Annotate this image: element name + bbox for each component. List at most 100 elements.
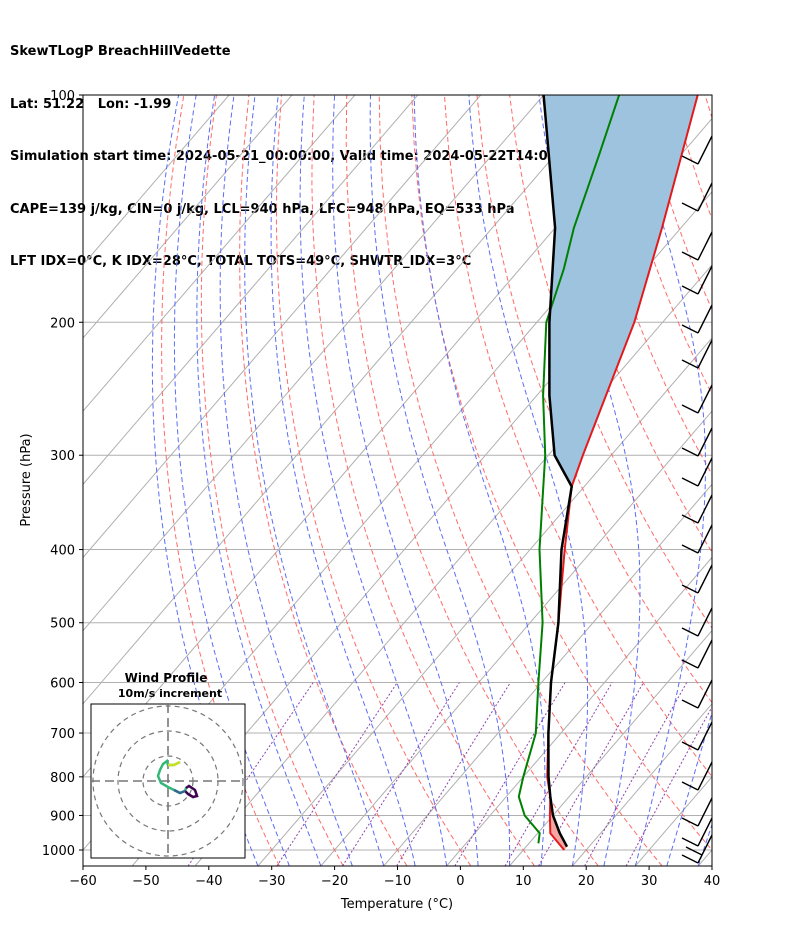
dry-adiabat bbox=[239, 95, 408, 866]
dry-adiabat bbox=[275, 95, 472, 866]
wind-barb bbox=[681, 304, 713, 334]
isotherm-line bbox=[194, 264, 712, 866]
y-tick-label: 100 bbox=[50, 89, 75, 104]
dry-adiabat bbox=[443, 95, 712, 778]
wind-barb-flag bbox=[681, 285, 699, 295]
x-tick-label: 20 bbox=[578, 874, 595, 889]
isotherm-line bbox=[83, 95, 230, 266]
moist-adiabat bbox=[332, 95, 479, 866]
wind-barb-shaft bbox=[697, 679, 713, 709]
dry-adiabat bbox=[345, 95, 599, 866]
wind-barb-shaft bbox=[697, 494, 713, 524]
y-tick-label: 300 bbox=[50, 449, 75, 464]
wind-barb-shaft bbox=[697, 834, 713, 864]
moist-adiabat bbox=[173, 95, 290, 866]
dry-adiabat bbox=[378, 95, 663, 866]
grid-layer bbox=[83, 95, 794, 866]
wind-barb-flag bbox=[681, 659, 699, 669]
wind-barb-flag bbox=[681, 584, 699, 594]
wind-barb-shaft bbox=[697, 524, 713, 554]
wind-barb bbox=[681, 265, 713, 295]
wind-barb bbox=[681, 817, 713, 847]
wind-barb bbox=[681, 384, 713, 414]
y-tick-label: 900 bbox=[50, 809, 75, 824]
chart-header: SkewTLogP BreachHillVedette Lat: 51.22 L… bbox=[10, 8, 603, 288]
isotherm-line bbox=[320, 410, 712, 866]
x-tick-label: 40 bbox=[704, 874, 721, 889]
wind-barb bbox=[681, 721, 713, 751]
wind-barb-shaft bbox=[697, 427, 713, 457]
wind-barb-shaft bbox=[697, 564, 713, 594]
y-tick-label: 700 bbox=[50, 727, 75, 742]
isotherm-line bbox=[83, 95, 293, 339]
y-axis-label: Pressure (hPa) bbox=[19, 433, 34, 526]
wind-barb-shaft bbox=[697, 231, 713, 261]
wind-barb bbox=[681, 797, 713, 827]
isotherm-line bbox=[509, 629, 712, 866]
location-line: Lat: 51.22 Lon: -1.99 bbox=[10, 96, 172, 112]
wind-barb-shaft bbox=[697, 721, 713, 751]
wind-barb-shaft bbox=[697, 182, 713, 212]
moist-adiabat bbox=[196, 95, 322, 866]
moist-adiabat bbox=[413, 95, 546, 866]
wind-barb bbox=[681, 135, 713, 165]
wind-barb-shaft bbox=[697, 135, 713, 165]
wind-barb-flag bbox=[681, 324, 699, 334]
mixing-ratio-line bbox=[396, 682, 511, 866]
cape-area bbox=[547, 776, 567, 850]
moist-adiabat bbox=[630, 95, 707, 866]
mixing-ratio-line bbox=[454, 682, 566, 866]
stability-line: CAPE=139 j/kg, CIN=0 j/kg, LCL=940 hPa, … bbox=[10, 201, 515, 217]
x-tick-label: −20 bbox=[321, 874, 348, 889]
x-tick-label: −30 bbox=[258, 874, 285, 889]
x-tick-label: −10 bbox=[384, 874, 411, 889]
wind-barb-flag bbox=[681, 699, 699, 709]
dry-adiabat bbox=[200, 95, 344, 866]
mixing-ratio-line bbox=[276, 682, 398, 866]
wind-barb-flag bbox=[681, 854, 699, 864]
y-tick-label: 500 bbox=[50, 617, 75, 632]
wind-barb-flag bbox=[681, 251, 699, 261]
wind-barb-flag bbox=[681, 514, 699, 524]
wind-barb bbox=[681, 607, 713, 637]
isotherm-line bbox=[383, 483, 712, 866]
wind-barb-flag bbox=[681, 817, 699, 827]
wind-barb bbox=[681, 679, 713, 709]
dry-adiabat bbox=[311, 95, 535, 866]
wind-barb bbox=[681, 182, 713, 212]
cin-area bbox=[543, 95, 698, 487]
wind-barb bbox=[681, 761, 713, 791]
axis-ticks: −60 −50 −40 −30 −20 −10 0 10 20 30 40 100 200 300 400 5… bbox=[42, 89, 720, 889]
profile-lines bbox=[517, 95, 699, 851]
wind-barb-flag bbox=[681, 837, 699, 847]
isotherm-line bbox=[446, 556, 712, 866]
isotherm-line bbox=[83, 95, 544, 632]
dewpoint-profile bbox=[517, 95, 621, 844]
wind-barb bbox=[681, 339, 713, 369]
wind-barb bbox=[681, 231, 713, 261]
wind-barb-flag bbox=[681, 359, 699, 369]
isotherm-line bbox=[83, 95, 607, 705]
fill-layer bbox=[543, 95, 698, 850]
wind-barb bbox=[681, 834, 713, 864]
wind-barb-shaft bbox=[697, 639, 713, 669]
moist-adiabat bbox=[369, 95, 511, 866]
wind-barb-shaft bbox=[697, 304, 713, 334]
inset-subtitle: 10m/s increment bbox=[118, 687, 222, 700]
x-tick-label: −50 bbox=[132, 874, 159, 889]
isotherm-line bbox=[697, 849, 712, 866]
wind-barb-flag bbox=[681, 155, 699, 165]
dry-adiabat bbox=[476, 95, 712, 704]
isotherm-line bbox=[83, 95, 356, 412]
y-tick-label: 400 bbox=[50, 544, 75, 559]
wind-barb-flag bbox=[681, 781, 699, 791]
mixing-ratio-line bbox=[625, 705, 712, 866]
inset-title: Wind Profile bbox=[125, 671, 208, 685]
dry-adiabat bbox=[738, 95, 794, 866]
wind-barb-shaft bbox=[697, 384, 713, 414]
wind-barb-flag bbox=[681, 404, 699, 414]
y-tick-label: 600 bbox=[50, 677, 75, 692]
wind-barb bbox=[681, 427, 713, 457]
dry-adiabat bbox=[541, 95, 712, 554]
moist-adiabat bbox=[270, 95, 416, 866]
